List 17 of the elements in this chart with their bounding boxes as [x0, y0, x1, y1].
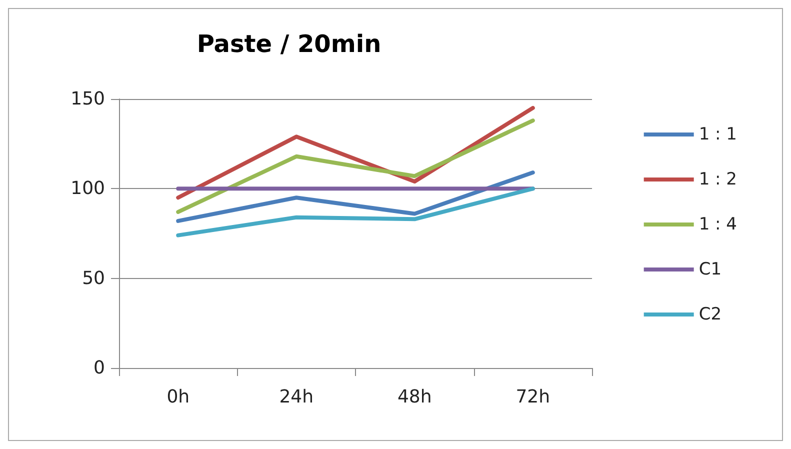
y-tick-label: 0	[94, 358, 105, 378]
x-tick-label: 48h	[397, 386, 432, 408]
y-tick-label: 100	[70, 178, 105, 200]
chart-title: Paste / 20min	[196, 30, 382, 58]
y-tick-label: 50	[82, 268, 105, 289]
line-series	[176, 118, 535, 214]
legend-label: C2	[698, 304, 722, 324]
x-tick-label: 0h	[166, 386, 190, 408]
line-series	[176, 186, 535, 238]
legend-label: C1	[698, 260, 722, 280]
legend-label: 1 : 4	[698, 214, 738, 234]
legend-label: 1 : 1	[698, 124, 738, 144]
x-tick-label: 24h	[279, 386, 314, 408]
legend-label: 1 : 2	[698, 170, 738, 190]
y-tick-label: 150	[70, 88, 105, 110]
line-series	[176, 170, 535, 223]
x-tick-label: 72h	[516, 386, 550, 408]
